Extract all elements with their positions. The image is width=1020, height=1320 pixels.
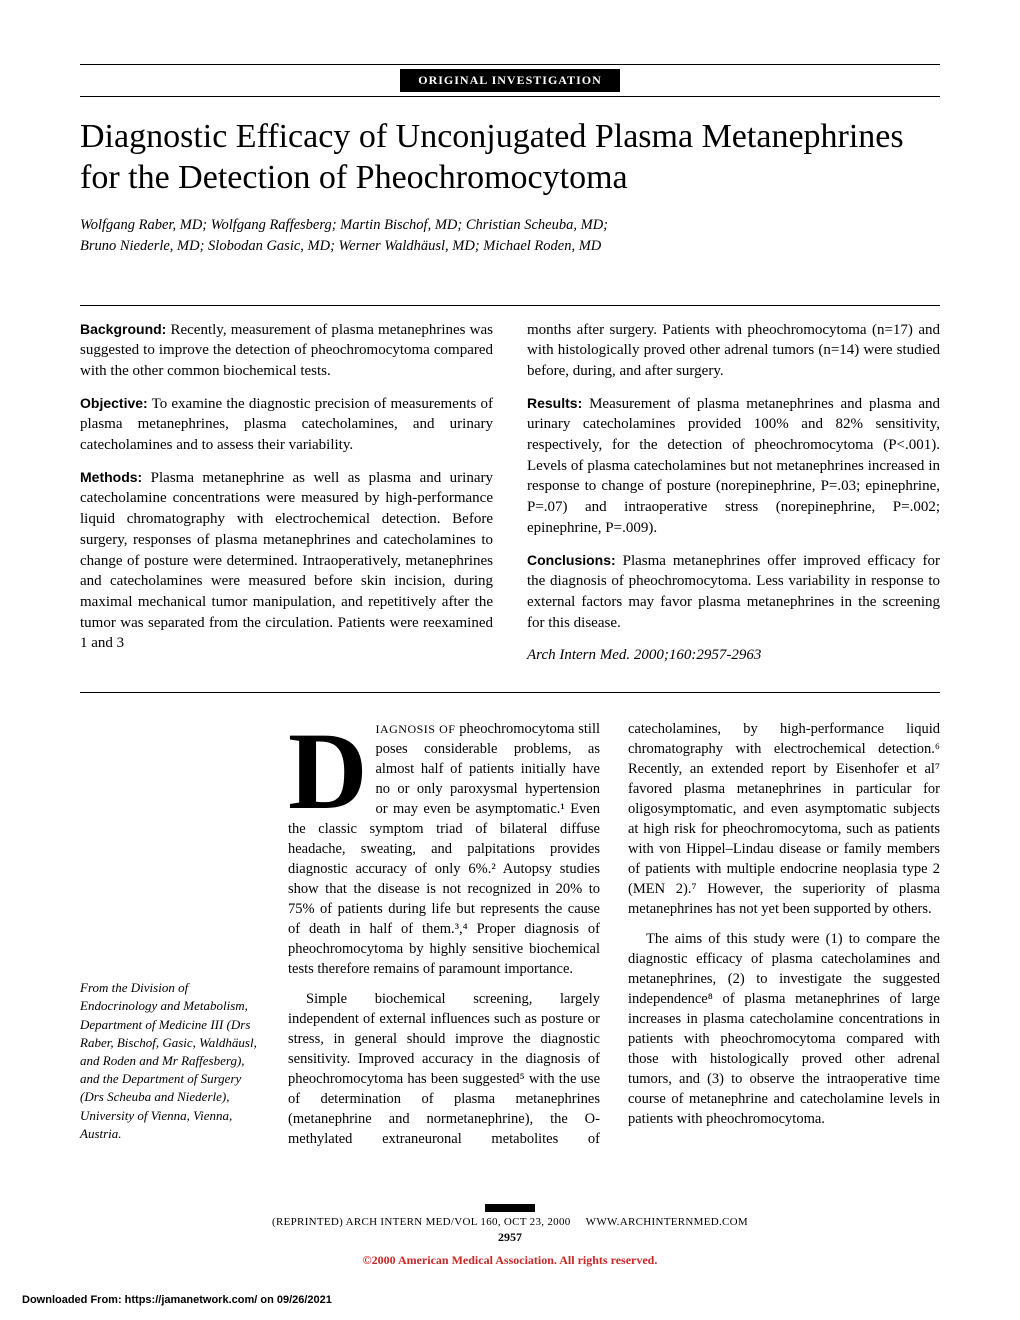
abstract-right-col: months after surgery. Patients with pheo… xyxy=(527,320,940,678)
dropcap: D xyxy=(288,719,375,819)
body-para-1: DIAGNOSIS OF pheochromocytoma still pose… xyxy=(288,719,600,979)
section-banner: ORIGINAL INVESTIGATION xyxy=(80,69,940,92)
top-rule-2 xyxy=(80,96,940,97)
footer-reprint: (REPRINTED) ARCH INTERN MED/VOL 160, OCT… xyxy=(0,1216,1020,1228)
abs-results-text: Measurement of plasma metanephrines and … xyxy=(527,396,940,536)
page-footer: (REPRINTED) ARCH INTERN MED/VOL 160, OCT… xyxy=(0,1204,1020,1268)
abs-methods-text: Plasma metanephrine as well as plasma an… xyxy=(80,470,493,652)
body-para-3: The aims of this study were (1) to compa… xyxy=(628,929,940,1129)
footer-copyright: ©2000 American Medical Association. All … xyxy=(0,1253,1020,1268)
banner-label: ORIGINAL INVESTIGATION xyxy=(400,69,619,92)
abs-head-objective: Objective: xyxy=(80,395,148,411)
abs-conclusions: Conclusions: Plasma metanephrines offer … xyxy=(527,551,940,634)
abstract-left-col: Background: Recently, measurement of pla… xyxy=(80,320,493,678)
author-list: Wolfgang Raber, MD; Wolfgang Raffesberg;… xyxy=(80,215,940,257)
footer-url: WWW.ARCHINTERNMED.COM xyxy=(586,1216,748,1228)
abstract-box: Background: Recently, measurement of pla… xyxy=(80,305,940,693)
abs-methods-cont: months after surgery. Patients with pheo… xyxy=(527,320,940,382)
abs-head-conclusions: Conclusions: xyxy=(527,552,616,568)
authors-line2: Bruno Niederle, MD; Slobodan Gasic, MD; … xyxy=(80,236,940,257)
affiliation-text: From the Division of Endocrinology and M… xyxy=(80,979,260,1143)
footer-page-number: 2957 xyxy=(0,1230,1020,1245)
affiliation-sidebar: From the Division of Endocrinology and M… xyxy=(80,719,260,1149)
smallcap-lead: IAGNOSIS OF xyxy=(375,722,455,736)
authors-line1: Wolfgang Raber, MD; Wolfgang Raffesberg;… xyxy=(80,215,940,236)
abs-results: Results: Measurement of plasma metanephr… xyxy=(527,394,940,539)
abs-head-background: Background: xyxy=(80,321,166,337)
footer-bar-icon xyxy=(485,1204,535,1212)
abs-methods: Methods: Plasma metanephrine as well as … xyxy=(80,468,493,654)
abs-objective: Objective: To examine the diagnostic pre… xyxy=(80,394,493,456)
body-wrap: From the Division of Endocrinology and M… xyxy=(80,719,940,1149)
top-rule xyxy=(80,64,940,65)
article-title: Diagnostic Efficacy of Unconjugated Plas… xyxy=(80,117,940,199)
abs-head-methods: Methods: xyxy=(80,469,142,485)
abs-citation: Arch Intern Med. 2000;160:2957-2963 xyxy=(527,645,940,666)
footer-reprint-text: (REPRINTED) ARCH INTERN MED/VOL 160, OCT… xyxy=(272,1216,571,1228)
download-stamp: Downloaded From: https://jamanetwork.com… xyxy=(22,1294,332,1306)
abs-background: Background: Recently, measurement of pla… xyxy=(80,320,493,382)
abs-head-results: Results: xyxy=(527,395,582,411)
body-columns: DIAGNOSIS OF pheochromocytoma still pose… xyxy=(288,719,940,1149)
